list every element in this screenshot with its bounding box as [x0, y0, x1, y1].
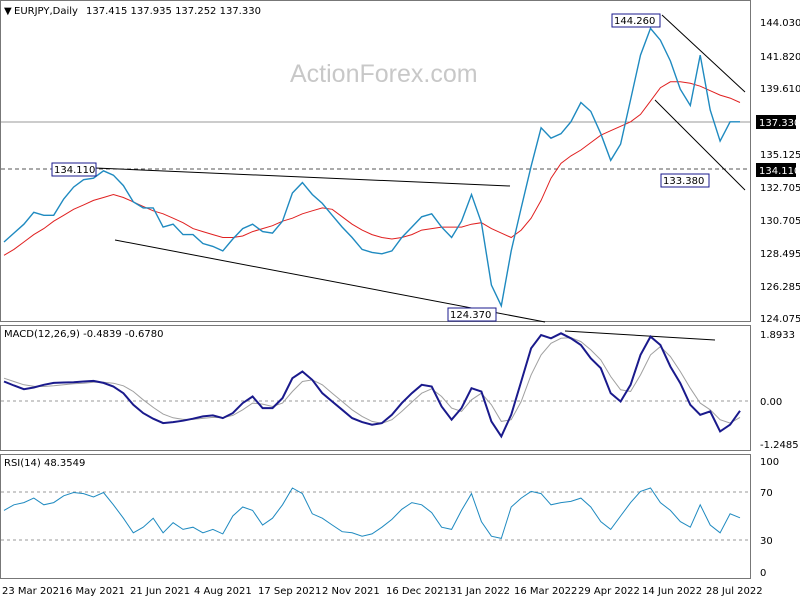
y-tick-144030: 144.030	[760, 18, 800, 29]
level-badge	[756, 163, 796, 177]
x-tick-label: 31 Jan 2022	[450, 586, 510, 597]
annotation-124370-text: 124.370	[450, 310, 491, 321]
y-tick-128495: 128.495	[760, 249, 800, 260]
y-tick-last-price: 137.330	[759, 118, 800, 129]
y-tick-141820: 141.820	[760, 52, 800, 63]
macd-divergence-line	[564, 330, 716, 341]
rsi-y-axis: 100 70 30 0	[760, 457, 779, 579]
x-tick-label: 17 Sep 2021	[258, 586, 321, 597]
macd-y-tick-zero: 0.00	[760, 397, 782, 408]
x-tick-label: 14 Jun 2022	[642, 586, 702, 597]
x-tick-label: 29 Apr 2022	[578, 586, 640, 597]
series-macd-signal	[3, 337, 741, 424]
macd-title: MACD(12,26,9) -0.4839 -0.6780	[4, 329, 164, 340]
last-price-badge	[756, 115, 796, 129]
trendline-channel-lower	[654, 99, 746, 191]
rsi-y-tick-70: 70	[760, 488, 773, 499]
y-tick-139610: 139.610	[760, 84, 800, 95]
y-tick-132705: 132.705	[760, 183, 800, 194]
series-moving-average	[3, 81, 741, 256]
grid-panel-borders	[0, 0, 751, 579]
y-tick-level: 134.110	[759, 166, 800, 177]
x-tick-label: 16 Mar 2022	[514, 586, 577, 597]
x-tick-label: 4 Aug 2021	[194, 586, 252, 597]
annotation-124370: 124.370	[447, 307, 497, 322]
rsi-y-tick-30: 30	[760, 536, 773, 547]
annotation-144260: 144.260	[611, 13, 661, 28]
x-tick-label: 28 Jul 2022	[706, 586, 763, 597]
series-rsi	[3, 487, 741, 539]
y-tick-126285: 126.285	[760, 282, 800, 293]
x-tick-label: 2 Nov 2021	[322, 586, 380, 597]
price-panel: ActionForex.com ▼ EURJPY,Daily 137.415 1…	[1, 6, 800, 325]
y-tick-124075: 124.075	[760, 314, 800, 325]
annotation-144260-text: 144.260	[614, 16, 655, 27]
macd-panel: MACD(12,26,9) -0.4839 -0.6780 1.8933 0.0…	[1, 329, 799, 451]
y-tick-135125: 135.125	[760, 150, 800, 161]
rsi-panel: RSI(14) 48.3549 100 70 30 0	[1, 457, 779, 579]
x-axis: 23 Mar 2021 6 May 2021 21 Jun 2021 4 Aug…	[2, 586, 763, 597]
annotation-133380: 133.380	[660, 173, 710, 188]
rsi-title: RSI(14) 48.3549	[4, 458, 85, 469]
price-ohlc-readout: 137.415 137.935 137.252 137.330	[86, 6, 261, 17]
annotation-134110-text: 134.110	[54, 165, 95, 176]
annotation-133380-text: 133.380	[663, 176, 704, 187]
y-tick-130705: 130.705	[760, 216, 800, 227]
trendline-channel-upper	[661, 14, 746, 93]
price-watermark: ActionForex.com	[290, 60, 478, 88]
series-macd	[3, 332, 741, 439]
x-tick-label: 23 Mar 2021	[2, 586, 65, 597]
x-tick-label: 6 May 2021	[66, 586, 125, 597]
rsi-y-tick-0: 0	[760, 568, 766, 579]
macd-y-tick-bottom: -1.2485	[760, 440, 799, 451]
x-tick-label: 21 Jun 2021	[130, 586, 190, 597]
macd-y-axis: 1.8933 0.00 -1.2485	[760, 330, 799, 451]
price-y-axis: 144.030 141.820 139.610 137.330 135.125 …	[756, 18, 800, 325]
macd-y-tick-top: 1.8933	[760, 330, 795, 341]
price-title: ▼ EURJPY,Daily 137.415 137.935 137.252 1…	[4, 6, 261, 17]
series-price	[3, 27, 740, 309]
x-tick-label: 16 Dec 2021	[386, 586, 450, 597]
price-title-arrow-icon: ▼	[4, 6, 12, 17]
price-title-text: EURJPY,Daily	[14, 6, 78, 17]
trendline-upper-triangle	[94, 167, 511, 187]
annotation-134110: 134.110	[51, 162, 97, 177]
rsi-y-tick-100: 100	[760, 457, 779, 468]
